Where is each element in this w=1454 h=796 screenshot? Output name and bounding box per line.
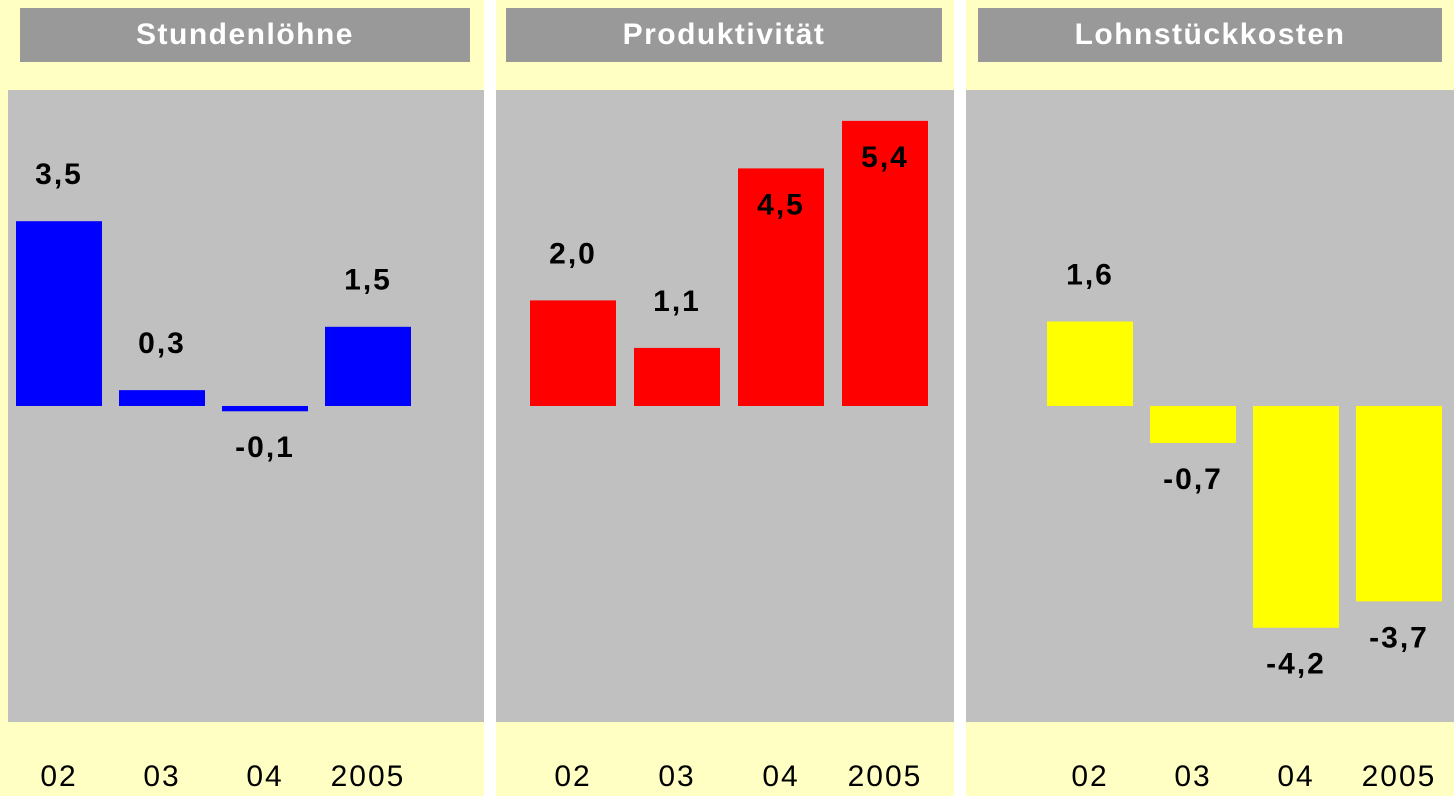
bar xyxy=(738,168,824,406)
separator xyxy=(954,0,966,796)
value-label: 3,5 xyxy=(35,158,83,191)
value-label: 5,4 xyxy=(861,141,909,174)
x-tick-label: 2005 xyxy=(1362,760,1437,793)
panel-title: Stundenlöhne xyxy=(136,18,354,51)
x-tick-label: 03 xyxy=(1174,760,1211,793)
bar xyxy=(325,326,411,406)
value-label: 1,1 xyxy=(653,285,701,318)
x-tick-label: 03 xyxy=(143,760,180,793)
x-tick-label: 04 xyxy=(762,760,799,793)
x-tick-label: 2005 xyxy=(848,760,923,793)
panel-title: Lohnstückkosten xyxy=(1075,18,1346,51)
x-tick-label: 2005 xyxy=(331,760,406,793)
x-tick-label: 02 xyxy=(1071,760,1108,793)
x-tick-label: 02 xyxy=(40,760,77,793)
bar xyxy=(530,300,616,406)
value-label: -0,1 xyxy=(235,431,295,464)
value-label: -4,2 xyxy=(1266,648,1326,681)
bar xyxy=(16,221,102,406)
bar xyxy=(842,120,928,406)
panel-title: Produktivität xyxy=(623,18,826,51)
separator xyxy=(484,0,496,796)
header xyxy=(20,8,470,62)
value-label: -3,7 xyxy=(1369,621,1429,654)
bar xyxy=(1253,406,1339,628)
x-tick-label: 02 xyxy=(554,760,591,793)
bar xyxy=(634,347,720,406)
value-label: -0,7 xyxy=(1163,463,1223,496)
bar xyxy=(1150,406,1236,443)
x-tick-label: 03 xyxy=(658,760,695,793)
value-label: 2,0 xyxy=(549,237,597,270)
header xyxy=(506,8,942,62)
value-label: 0,3 xyxy=(138,327,186,360)
value-label: 1,5 xyxy=(344,264,392,297)
bar xyxy=(1047,321,1133,406)
header xyxy=(978,8,1442,62)
x-tick-label: 04 xyxy=(246,760,283,793)
bar xyxy=(119,390,205,406)
bar xyxy=(1356,406,1442,602)
value-label: 1,6 xyxy=(1066,258,1114,291)
bar xyxy=(222,406,308,412)
x-tick-label: 04 xyxy=(1277,760,1314,793)
value-label: 4,5 xyxy=(757,188,805,221)
